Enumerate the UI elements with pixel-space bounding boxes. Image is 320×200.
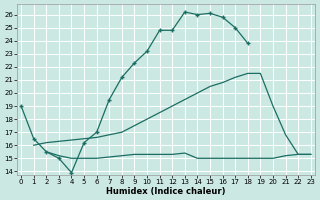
- X-axis label: Humidex (Indice chaleur): Humidex (Indice chaleur): [106, 187, 226, 196]
